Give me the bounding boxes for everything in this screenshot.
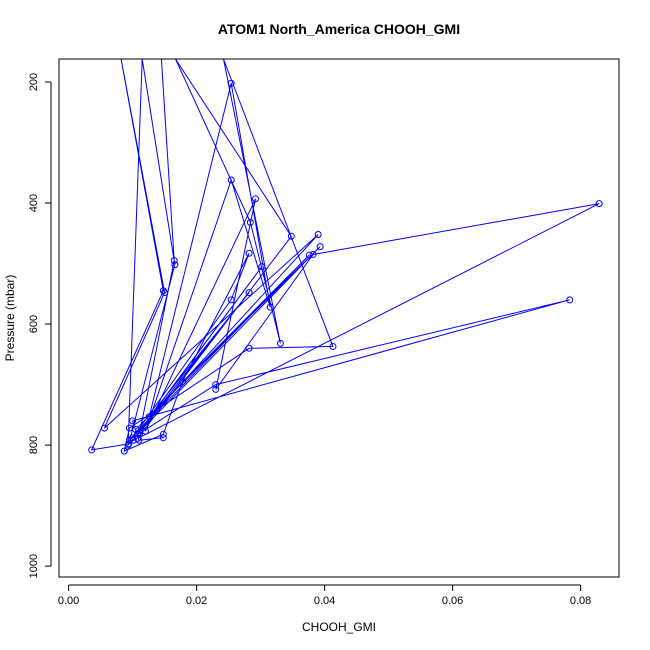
- data-point: [287, 232, 295, 240]
- data-point: [179, 378, 187, 386]
- y-axis-label: Pressure (mbar): [3, 275, 17, 362]
- data-point: [314, 230, 322, 238]
- data-point: [245, 249, 253, 257]
- data-point: [159, 434, 167, 442]
- data-point: [258, 263, 266, 271]
- data-point: [134, 430, 142, 438]
- data-point: [316, 243, 324, 251]
- x-tick-label: 0.06: [442, 595, 463, 607]
- data-point: [88, 446, 96, 454]
- data-point: [132, 425, 140, 433]
- y-tick-label: 1000: [28, 554, 40, 578]
- data-point: [134, 434, 142, 442]
- x-tick-label: 0.04: [314, 595, 335, 607]
- series-line: [90, 58, 600, 452]
- y-tick-label: 800: [28, 436, 40, 454]
- data-point: [171, 261, 179, 269]
- data-point: [129, 434, 137, 442]
- data-point: [309, 250, 317, 258]
- data-point: [227, 79, 235, 87]
- y-tick-label: 400: [28, 194, 40, 212]
- data-point: [145, 413, 153, 421]
- data-point: [245, 344, 253, 352]
- x-tick-label: 0.08: [570, 595, 591, 607]
- data-point: [305, 251, 313, 259]
- data-point: [276, 339, 284, 347]
- data-point: [329, 342, 337, 350]
- data-point: [125, 440, 133, 448]
- data-point: [251, 195, 259, 203]
- data-point: [245, 289, 253, 297]
- data-point: [159, 430, 167, 438]
- data-point: [595, 200, 603, 208]
- data-point: [227, 296, 235, 304]
- x-tick-label: 0.02: [186, 595, 207, 607]
- data-point: [161, 289, 169, 297]
- data-point: [100, 424, 108, 432]
- data-point: [141, 427, 149, 435]
- data-point: [212, 381, 220, 389]
- data-point: [566, 296, 574, 304]
- data-point: [125, 424, 133, 432]
- x-axis: 0.00 0.02 0.04 0.06 0.08: [58, 584, 591, 607]
- y-tick-label: 200: [28, 73, 40, 91]
- data-point: [135, 436, 143, 444]
- data-point: [120, 447, 128, 455]
- data-point: [266, 303, 274, 311]
- data-point: [129, 417, 137, 425]
- y-axis: 200 400 600 800 1000: [28, 73, 52, 578]
- chart-title: ATOM1 North_America CHOOH_GMI: [218, 21, 460, 37]
- data-point: [227, 176, 235, 184]
- data-point: [212, 385, 220, 393]
- data-point: [159, 287, 167, 295]
- series-layer: [88, 58, 603, 455]
- x-axis-label: CHOOH_GMI: [302, 620, 376, 634]
- data-point: [246, 218, 254, 226]
- data-point: [170, 257, 178, 265]
- plot-area-frame: [58, 58, 620, 578]
- y-tick-label: 600: [28, 315, 40, 333]
- x-tick-label: 0.00: [58, 595, 79, 607]
